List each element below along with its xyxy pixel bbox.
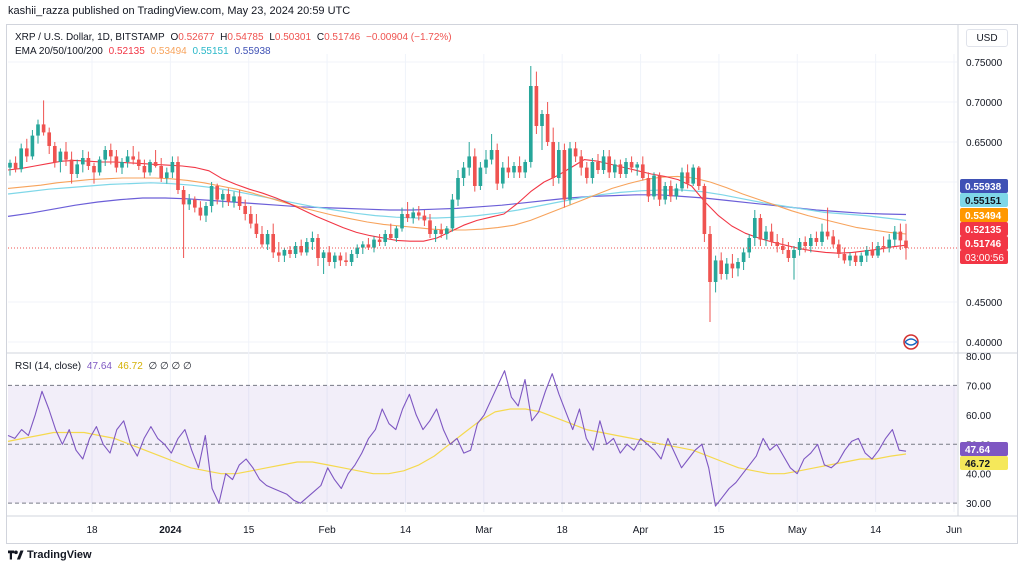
ema200-value: 0.55938 <box>234 46 271 57</box>
ohlc-low: 0.50301 <box>274 32 312 43</box>
footer: TradingView <box>8 549 92 561</box>
symbol-title[interactable]: XRP / U.S. Dollar, 1D, BITSTAMP <box>15 32 165 43</box>
rsi-value: 47.64 <box>86 361 112 372</box>
ema-label[interactable]: EMA 20/50/100/200 <box>15 46 103 57</box>
ohlc-high: 0.54785 <box>227 32 264 43</box>
rsi-legend: RSI (14, close) 47.64 46.72 ∅ ∅ ∅ ∅ <box>15 361 195 372</box>
rsi-label[interactable]: RSI (14, close) <box>15 361 82 372</box>
ohlc-open-label: O <box>170 32 179 43</box>
top-bar: kashii_razza published on TradingView.co… <box>0 0 1024 24</box>
ohlc-low-label: L <box>269 32 275 43</box>
ohlc-open: 0.52677 <box>178 32 215 43</box>
currency-button[interactable]: USD <box>966 29 1008 47</box>
tradingview-logo-icon <box>8 550 24 560</box>
rsi-ma-value: 46.72 <box>117 361 143 372</box>
published-info: kashii_razza published on TradingView.co… <box>8 5 351 17</box>
ohlc-close-label: C <box>316 32 325 43</box>
ema20-value: 0.52135 <box>108 46 145 57</box>
ohlc-high-label: H <box>220 32 228 43</box>
ohlc-change: −0.00904 (−1.72%) <box>366 32 452 43</box>
ema-legend: EMA 20/50/100/200 0.52135 0.53494 0.5515… <box>15 46 274 57</box>
rsi-empty-values: ∅ ∅ ∅ ∅ <box>148 361 192 372</box>
symbol-legend: XRP / U.S. Dollar, 1D, BITSTAMP O0.52677… <box>15 32 455 43</box>
chart-frame[interactable] <box>6 24 1018 544</box>
ema50-value: 0.53494 <box>150 46 187 57</box>
ema100-value: 0.55151 <box>192 46 229 57</box>
ohlc-close: 0.51746 <box>324 32 361 43</box>
footer-brand: TradingView <box>27 549 92 561</box>
